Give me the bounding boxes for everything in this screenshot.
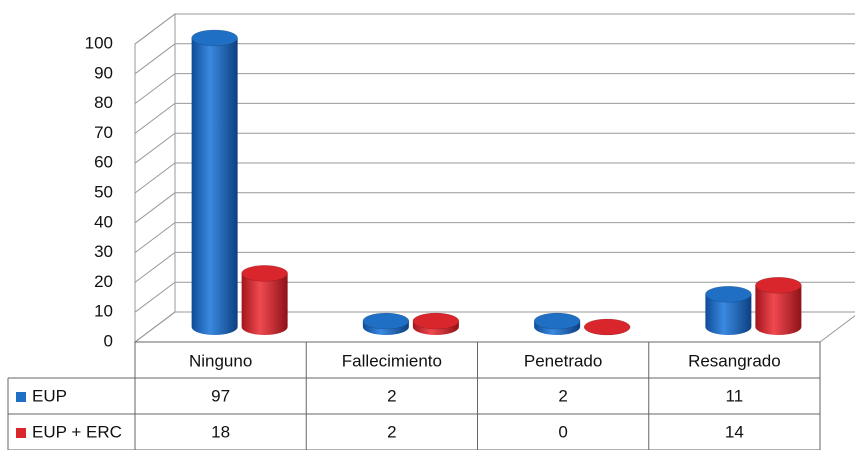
- y-tick-label: 100: [85, 33, 113, 52]
- grid-line: [134, 132, 855, 164]
- grid-line: [134, 13, 855, 45]
- legend-label: EUP: [32, 386, 67, 405]
- table-value: 2: [558, 386, 567, 405]
- table-value: 18: [211, 422, 230, 441]
- grid-line: [134, 281, 855, 313]
- bar-top: [533, 312, 581, 330]
- y-tick-label: 90: [94, 63, 113, 82]
- table-value: 2: [387, 386, 396, 405]
- y-tick-label: 60: [94, 153, 113, 172]
- y-tick-label: 0: [104, 331, 113, 350]
- y-tick-label: 70: [94, 123, 113, 142]
- bar-top: [705, 285, 752, 303]
- bar-top: [583, 318, 631, 336]
- bar: [755, 277, 802, 335]
- x-tick-label: Ninguno: [189, 351, 252, 370]
- y-tick-label: 10: [94, 302, 113, 321]
- table-value: 97: [211, 386, 230, 405]
- bar: [191, 29, 238, 335]
- grid-line: [134, 102, 855, 134]
- x-tick-label: Resangrado: [688, 351, 781, 370]
- bar-body: [705, 294, 752, 335]
- table-value: 2: [387, 422, 396, 441]
- bar-body: [241, 273, 288, 335]
- grid-line: [134, 73, 855, 104]
- grid-line: [134, 192, 855, 224]
- y-tick-label: 80: [94, 93, 113, 112]
- table-value: 11: [726, 386, 744, 405]
- bar-body: [191, 37, 238, 335]
- legend-swatch: [16, 428, 26, 438]
- bar: [412, 312, 460, 335]
- y-tick-label: 40: [94, 212, 113, 231]
- y-tick-label: 20: [94, 272, 113, 291]
- bar-top: [755, 277, 802, 294]
- bar-body: [755, 285, 802, 335]
- bar-top: [362, 312, 410, 330]
- table-value: 14: [725, 422, 744, 441]
- y-tick-label: 50: [94, 182, 113, 201]
- bar: [362, 312, 410, 335]
- x-tick-label: Fallecimiento: [342, 351, 442, 370]
- grid-line: [134, 43, 855, 75]
- grid-line: [134, 222, 855, 253]
- grid-line: [134, 311, 855, 343]
- x-tick-label: Penetrado: [524, 351, 602, 370]
- bar: [705, 285, 752, 335]
- legend-swatch: [16, 392, 26, 402]
- grid-line: [134, 251, 855, 283]
- table-value: 0: [558, 422, 567, 441]
- bar: [583, 318, 631, 336]
- grid-line: [134, 162, 855, 194]
- y-tick-label: 30: [94, 242, 113, 261]
- bar: [533, 312, 581, 335]
- bar-top: [412, 312, 460, 330]
- bar: [241, 265, 288, 335]
- bar-top: [241, 265, 288, 282]
- legend-label: EUP + ERC: [32, 422, 122, 441]
- bar-top: [191, 29, 238, 47]
